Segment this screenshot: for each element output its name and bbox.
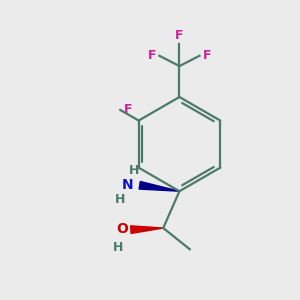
Text: F: F — [148, 49, 157, 62]
Text: H: H — [129, 164, 140, 177]
Text: H: H — [115, 193, 125, 206]
Text: O: O — [117, 222, 128, 236]
Text: N: N — [122, 178, 133, 192]
Polygon shape — [139, 182, 179, 191]
Text: F: F — [202, 49, 211, 62]
Text: F: F — [175, 28, 184, 42]
Text: H: H — [112, 241, 123, 254]
Polygon shape — [131, 226, 163, 233]
Text: F: F — [124, 103, 132, 116]
